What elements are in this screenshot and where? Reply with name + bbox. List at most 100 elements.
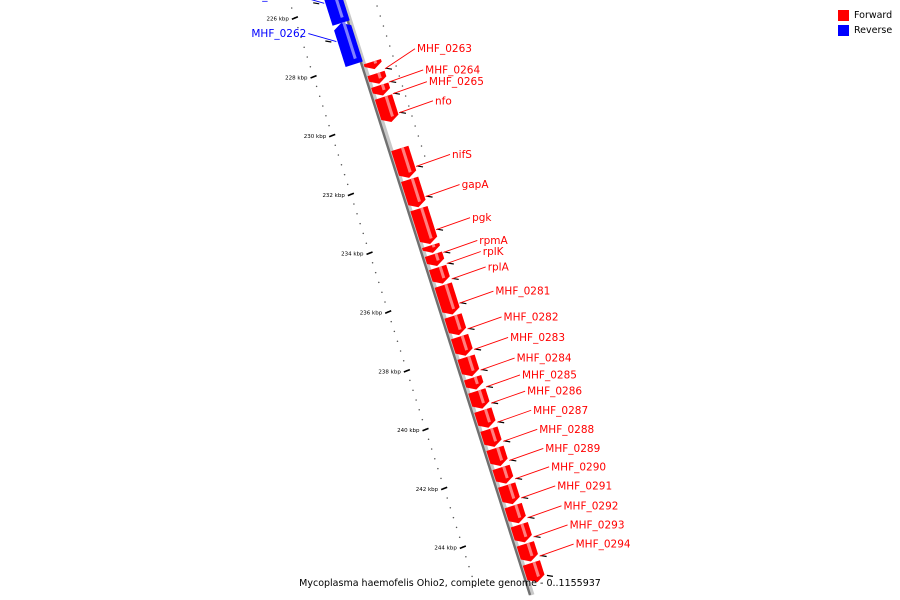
gene-MHF_0289[interactable] xyxy=(486,445,517,466)
gene-highlight xyxy=(532,561,540,577)
gene-marker xyxy=(325,40,332,43)
gene-highlight xyxy=(477,389,485,404)
gene-arrow xyxy=(422,242,441,253)
gene-label: MHF_0286 xyxy=(527,386,582,398)
leader-line xyxy=(398,100,434,114)
gene-highlight xyxy=(335,0,344,18)
gene-MHF_0287[interactable] xyxy=(474,407,505,428)
legend: Forward Reverse xyxy=(838,8,892,38)
gene-arrow xyxy=(522,560,545,583)
gene-MHF_0293[interactable] xyxy=(510,522,541,543)
gene-rplK[interactable] xyxy=(424,251,454,267)
tick-label: 242 kbp xyxy=(416,487,439,493)
guide-dot xyxy=(430,448,433,450)
leader-line xyxy=(497,409,532,423)
tick-mark xyxy=(291,16,299,20)
guide-dot xyxy=(455,526,458,529)
gene-highlight xyxy=(384,95,394,117)
guide-dot xyxy=(452,516,455,519)
gene-highlight xyxy=(373,60,378,64)
guide-dot xyxy=(297,26,299,29)
guide-dot xyxy=(417,135,420,137)
guide-dot xyxy=(337,154,340,156)
gene-MHF_0288[interactable] xyxy=(480,426,511,447)
gene-partial[interactable] xyxy=(522,560,554,583)
gene-highlight xyxy=(400,147,412,173)
leader-line xyxy=(485,374,521,388)
leader-line xyxy=(443,240,478,253)
gene-label: rpmA xyxy=(479,235,508,247)
gene-labels: MHF_0261 MHF_0262 MHF_0263 MHF_0264MHF_0265… xyxy=(239,0,631,557)
gene-highlight xyxy=(520,523,528,538)
gene-pgk[interactable] xyxy=(410,205,444,244)
gene-MHF_0264[interactable] xyxy=(367,70,397,84)
gene-highlight xyxy=(420,207,433,239)
guide-dot xyxy=(343,173,346,176)
guide-dot xyxy=(374,271,377,274)
gene-nfo[interactable] xyxy=(374,94,407,122)
gene-label: MHF_0265 xyxy=(429,76,484,88)
gene-marker xyxy=(546,574,554,577)
gene-MHF_0282[interactable] xyxy=(444,313,475,336)
guide-dot xyxy=(346,183,349,186)
leader-line xyxy=(533,524,568,538)
guide-dot xyxy=(401,85,404,87)
gene-MHF_0261[interactable] xyxy=(313,0,350,26)
gene-MHF_0290[interactable] xyxy=(492,464,523,484)
guide-dot xyxy=(365,242,368,244)
gene-label: rplK xyxy=(483,246,505,258)
tick-label: 244 kbp xyxy=(434,546,457,552)
gene-highlight xyxy=(507,483,516,500)
gene-highlight xyxy=(460,335,469,351)
gene-MHF_0284[interactable] xyxy=(457,354,488,377)
gene-label: MHF_0262 xyxy=(251,28,306,40)
gene-MHF_0281[interactable] xyxy=(434,282,467,315)
gene-MHF_0265[interactable] xyxy=(371,82,401,96)
gene-arrow xyxy=(516,541,538,562)
gene-MHF_0286[interactable] xyxy=(468,388,499,409)
gene-arrow xyxy=(424,251,445,267)
guide-dot xyxy=(382,25,385,27)
gene-arrow xyxy=(429,264,450,284)
gene-MHF_0291[interactable] xyxy=(498,482,529,505)
guide-dot xyxy=(371,262,374,264)
gene-MHF_0283[interactable] xyxy=(450,333,482,356)
tick-mark xyxy=(366,251,373,256)
gene-arrow xyxy=(474,407,496,428)
gene-MHF_0294[interactable] xyxy=(516,541,547,562)
gene-gapA[interactable] xyxy=(401,176,433,208)
leader-line xyxy=(490,390,526,404)
guide-dot xyxy=(356,213,358,215)
gene-MHF_0292[interactable] xyxy=(504,502,535,524)
gene-MHF_0262[interactable] xyxy=(325,21,363,67)
tick-label: 228 kbp xyxy=(285,75,308,81)
backbone-line xyxy=(339,0,532,596)
tick-mark xyxy=(459,545,467,550)
guide-dot xyxy=(465,556,467,558)
leader-line xyxy=(311,0,325,4)
axis-ticks: 226 kbp 228 kbp 230 kbp 232 kbp 234 kbp 236 k… xyxy=(266,16,467,552)
gene-MHF_0263[interactable] xyxy=(363,58,393,70)
reverse-swatch xyxy=(838,25,849,36)
gene-label: MHF_0287 xyxy=(533,405,588,417)
gene-label: MHF_0264 xyxy=(425,64,480,76)
gene-highlight xyxy=(380,83,386,91)
guide-dot xyxy=(362,232,364,235)
gene-arrow xyxy=(371,82,391,96)
gene-highlight xyxy=(444,283,456,310)
tick-mark xyxy=(440,486,448,491)
gene-MHF_0285[interactable] xyxy=(464,375,494,390)
backbone-shadow xyxy=(340,0,535,596)
gene-highlight xyxy=(410,178,421,203)
guide-dot xyxy=(409,379,411,382)
gene-label: MHF_0285 xyxy=(522,369,577,381)
gene-arrow xyxy=(324,0,350,26)
gene-arrow xyxy=(367,70,387,84)
gene-highlight xyxy=(467,355,475,372)
guide-dot xyxy=(306,56,309,58)
gene-arrow xyxy=(444,313,467,336)
genome-title: Mycoplasma haemofelis Ohio2, complete ge… xyxy=(299,578,601,589)
gene-rplA[interactable] xyxy=(429,264,459,284)
tick-label: 238 kbp xyxy=(378,369,401,375)
guide-dot xyxy=(384,301,386,303)
